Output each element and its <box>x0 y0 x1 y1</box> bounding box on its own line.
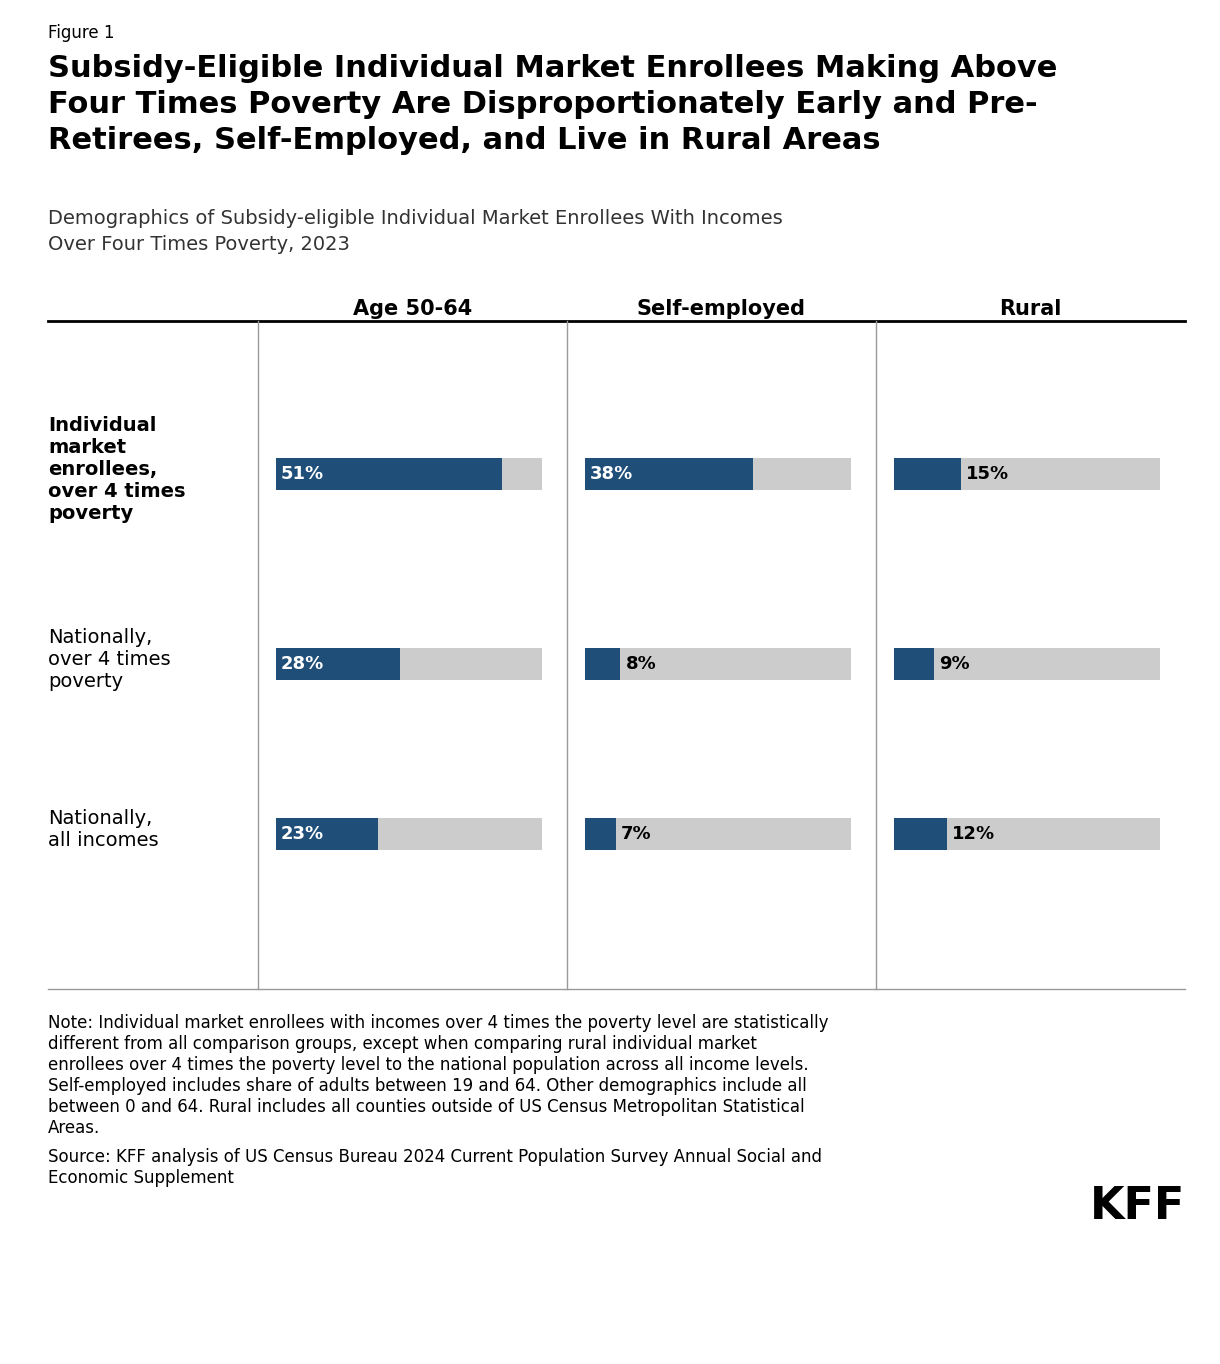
Bar <box>276 648 542 681</box>
Text: 7%: 7% <box>621 825 651 843</box>
Text: Self-employed: Self-employed <box>637 299 806 319</box>
Bar <box>276 818 542 850</box>
Text: Areas.: Areas. <box>48 1118 100 1138</box>
Text: Nationally,: Nationally, <box>48 627 152 647</box>
Text: different from all comparison groups, except when comparing rural individual mar: different from all comparison groups, ex… <box>48 1035 756 1053</box>
Bar <box>586 458 852 490</box>
Bar <box>586 458 754 490</box>
Text: 9%: 9% <box>939 655 970 672</box>
Bar <box>276 818 378 850</box>
Text: 28%: 28% <box>281 655 325 672</box>
Text: 38%: 38% <box>590 465 633 483</box>
Text: Nationally,: Nationally, <box>48 809 152 828</box>
Bar <box>894 818 947 850</box>
Text: over 4 times: over 4 times <box>48 651 171 670</box>
Text: Source: KFF analysis of US Census Bureau 2024 Current Population Survey Annual S: Source: KFF analysis of US Census Bureau… <box>48 1148 822 1166</box>
Text: Self-employed includes share of adults between 19 and 64. Other demographics inc: Self-employed includes share of adults b… <box>48 1078 806 1095</box>
Text: 8%: 8% <box>626 655 656 672</box>
Text: poverty: poverty <box>48 505 133 524</box>
Bar <box>586 648 621 681</box>
Text: Age 50-64: Age 50-64 <box>353 299 472 319</box>
Bar <box>894 648 1160 681</box>
Bar <box>894 648 933 681</box>
Text: 15%: 15% <box>965 465 1009 483</box>
Bar <box>894 458 960 490</box>
Text: Economic Supplement: Economic Supplement <box>48 1169 234 1187</box>
Bar <box>894 818 1160 850</box>
Text: market: market <box>48 438 126 457</box>
Text: 12%: 12% <box>952 825 996 843</box>
Text: Subsidy-Eligible Individual Market Enrollees Making Above
Four Times Poverty Are: Subsidy-Eligible Individual Market Enrol… <box>48 55 1058 154</box>
Text: Note: Individual market enrollees with incomes over 4 times the poverty level ar: Note: Individual market enrollees with i… <box>48 1013 828 1033</box>
Bar <box>894 458 1160 490</box>
Bar <box>586 648 852 681</box>
Bar <box>276 458 542 490</box>
Bar <box>276 648 400 681</box>
Text: between 0 and 64. Rural includes all counties outside of US Census Metropolitan : between 0 and 64. Rural includes all cou… <box>48 1098 805 1116</box>
Text: 23%: 23% <box>281 825 325 843</box>
Text: Figure 1: Figure 1 <box>48 25 115 42</box>
Text: Rural: Rural <box>999 299 1061 319</box>
Text: enrollees over 4 times the poverty level to the national population across all i: enrollees over 4 times the poverty level… <box>48 1056 809 1073</box>
Bar <box>586 818 852 850</box>
Text: poverty: poverty <box>48 672 123 692</box>
Text: 51%: 51% <box>281 465 325 483</box>
Text: KFF: KFF <box>1089 1185 1185 1228</box>
Text: all incomes: all incomes <box>48 831 159 850</box>
Bar <box>276 458 503 490</box>
Text: Individual: Individual <box>48 416 156 435</box>
Bar <box>586 818 616 850</box>
Text: over 4 times: over 4 times <box>48 481 185 501</box>
Text: Demographics of Subsidy-eligible Individual Market Enrollees With Incomes
Over F: Demographics of Subsidy-eligible Individ… <box>48 209 783 254</box>
Text: enrollees,: enrollees, <box>48 460 157 479</box>
